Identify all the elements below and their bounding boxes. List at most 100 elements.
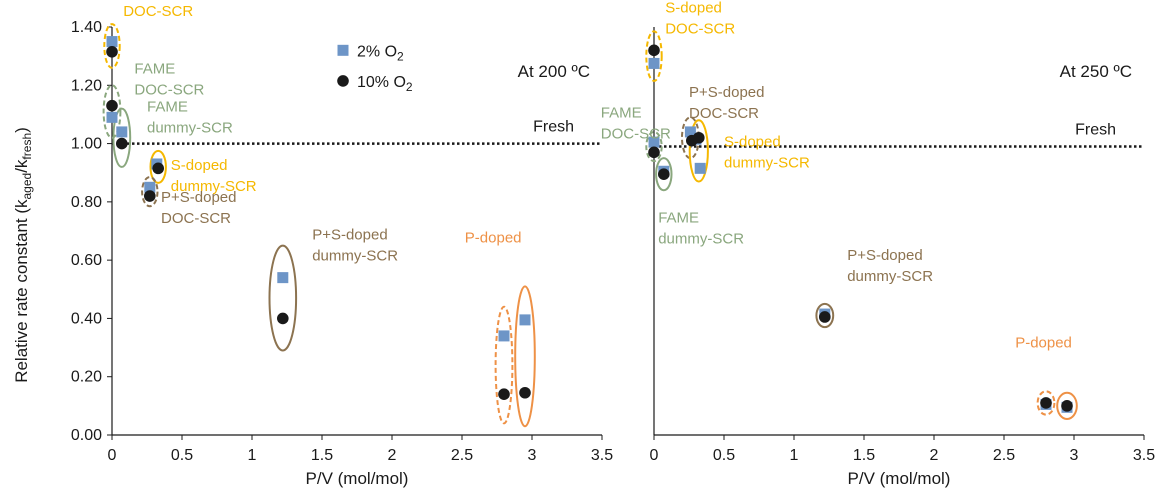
marker-10pct-o2: [658, 168, 670, 180]
marker-10pct-o2: [819, 311, 831, 323]
marker-2pct-o2: [106, 111, 118, 123]
group-ellipse: [494, 305, 514, 425]
y-tick-label: 1.20: [71, 77, 102, 94]
group-ellipse: [645, 30, 663, 82]
group-ellipse: [1036, 390, 1056, 416]
marker-10pct-o2: [648, 44, 660, 57]
marker-2pct-o2: [684, 126, 696, 138]
legend-label-10pct-o2: 10% O2: [357, 74, 413, 94]
annotation-label: P+S-doped DOC-SCR: [689, 84, 764, 122]
y-tick-label: 0.40: [71, 310, 102, 327]
annotation-line: dummy-SCR: [724, 154, 810, 171]
legend-marker-10pct-o2: [337, 75, 349, 87]
annotation-label: FAME DOC-SCR: [134, 61, 204, 99]
marker-10pct-o2: [648, 146, 660, 159]
annotation-label: P+S-doped DOC-SCR: [161, 189, 236, 227]
group-ellipse: [149, 149, 167, 184]
marker-10pct-o2: [498, 388, 510, 401]
annotation-line: FAME: [147, 99, 188, 116]
annotation-line: DOC-SCR: [134, 82, 204, 99]
x-tick-label: 1: [248, 447, 257, 464]
y-axis-label-sub-aged: aged: [20, 173, 34, 200]
legend: 2% O 210% O2: [337, 43, 413, 94]
fresh-label: Fresh: [1075, 121, 1116, 138]
marker-2pct-o2: [648, 136, 660, 148]
group-ellipse: [268, 244, 298, 352]
x-tick-label: 0.5: [171, 447, 193, 464]
annotation-line: FAME: [134, 61, 175, 78]
x-tick-label: 0: [108, 447, 117, 464]
annotation-line: S-doped: [665, 0, 722, 16]
legend-label-sub: 2: [406, 80, 413, 94]
annotation-line: P-doped: [465, 230, 522, 247]
y-tick-label: 0.20: [71, 369, 102, 386]
group-ellipse: [1056, 391, 1078, 420]
marker-2pct-o2: [694, 162, 706, 174]
x-tick-label: 1.5: [853, 447, 875, 464]
annotation-line: DOC-SCR: [689, 105, 759, 122]
y-tick-label: 1.00: [71, 136, 102, 153]
annotation-line: P+S-doped: [161, 189, 236, 206]
marker-2pct-o2: [144, 181, 156, 193]
marker-10pct-o2: [144, 190, 156, 202]
legend-marker-2pct-o2: [337, 44, 349, 56]
y-axis-label-mid: /k: [12, 159, 31, 173]
x-tick-label: 1: [790, 447, 799, 464]
annotation-line: dummy-SCR: [847, 268, 933, 285]
marker-10pct-o2: [277, 312, 289, 325]
marker-2pct-o2: [116, 126, 128, 138]
marker-10pct-o2: [693, 131, 705, 144]
legend-label-text: 10% O: [357, 74, 406, 91]
annotation-line: dummy-SCR: [658, 230, 744, 247]
annotation-line: DOC-SCR: [161, 210, 231, 227]
annotation-label: P+S-doped dummy-SCR: [847, 247, 933, 285]
group-ellipse: [688, 119, 709, 183]
marker-10pct-o2: [116, 137, 128, 150]
panel-2: 0 0.5 1 1.5 2 2.5 3 3.5 P/V (mol/mol) At 250 ºC Fr…: [601, 0, 1155, 488]
x-tick-label: 3: [1070, 447, 1079, 464]
annotation-label: P-doped: [1015, 335, 1072, 352]
y-tick-label: 0.00: [71, 427, 102, 444]
annotation-label: P-doped: [465, 230, 522, 247]
x-tick-label: 3.5: [1133, 447, 1155, 464]
fresh-label: Fresh: [533, 119, 574, 136]
panel-title: At 200 ºC: [518, 62, 590, 81]
annotation-line: FAME: [658, 209, 699, 226]
x-tick-label: 2: [388, 447, 397, 464]
marker-2pct-o2: [106, 36, 118, 48]
legend-label-text: 2% O: [357, 43, 397, 60]
annotation-line: P-doped: [1015, 335, 1072, 352]
annotation-line: P+S-doped: [312, 227, 387, 244]
y-axis-label-end: ): [12, 127, 31, 133]
annotation-line: dummy-SCR: [312, 248, 398, 265]
x-tick-label: 2: [930, 447, 939, 464]
annotation-line: P+S-doped: [847, 247, 922, 264]
marker-2pct-o2: [277, 272, 289, 284]
y-tick-label: 0.60: [71, 252, 102, 269]
y-axis-label: Relative rate constant (kaged/kfresh): [12, 127, 34, 383]
marker-2pct-o2: [519, 314, 531, 326]
x-tick-label: 3: [528, 447, 537, 464]
annotation-label: FAME dummy-SCR: [658, 209, 744, 247]
x-tick-label: 0.5: [713, 447, 735, 464]
marker-10pct-o2: [106, 99, 118, 112]
group-ellipse: [102, 84, 122, 139]
annotation-label: FAME DOC-SCR: [601, 104, 671, 142]
x-axis-title: P/V (mol/mol): [848, 469, 951, 488]
annotation-label: S-doped dummy-SCR: [724, 133, 810, 171]
annotation-line: S-doped: [724, 133, 781, 150]
marker-10pct-o2: [1040, 397, 1052, 409]
panel-1: 0 0.5 1 1.5 2 2.5 3 3.5 0.00 0.20 0.40 0.60 0.80 1.00…: [71, 0, 613, 488]
marker-2pct-o2: [498, 330, 510, 342]
annotation-label: P+S-doped dummy-SCR: [312, 227, 398, 265]
y-axis-label-main: Relative rate constant (k: [12, 199, 31, 383]
group-ellipse: [815, 302, 835, 329]
annotation-line: S-doped: [171, 157, 228, 174]
annotation-label: S-doped dummy-SCR: [171, 157, 257, 195]
group-ellipse: [514, 285, 536, 428]
group-ellipse: [103, 23, 121, 69]
marker-10pct-o2: [1061, 400, 1073, 412]
annotation-line: FAME: [601, 104, 642, 121]
